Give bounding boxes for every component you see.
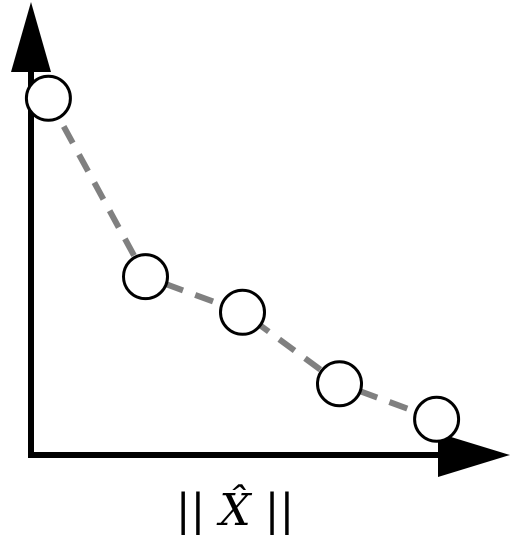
series-line: [45, 96, 438, 423]
y-axis-arrowhead-icon: [11, 2, 51, 72]
y-axis: [11, 2, 51, 455]
series-layer: [24, 74, 461, 443]
x-axis-arrowhead-icon: [438, 433, 510, 477]
data-point: [316, 360, 363, 408]
x-axis-label: || X̂ ||: [176, 483, 295, 535]
data-point: [122, 253, 169, 301]
x-axis: [28, 433, 510, 477]
data-point: [219, 288, 266, 336]
data-point: [413, 395, 461, 443]
data-point: [24, 74, 72, 122]
